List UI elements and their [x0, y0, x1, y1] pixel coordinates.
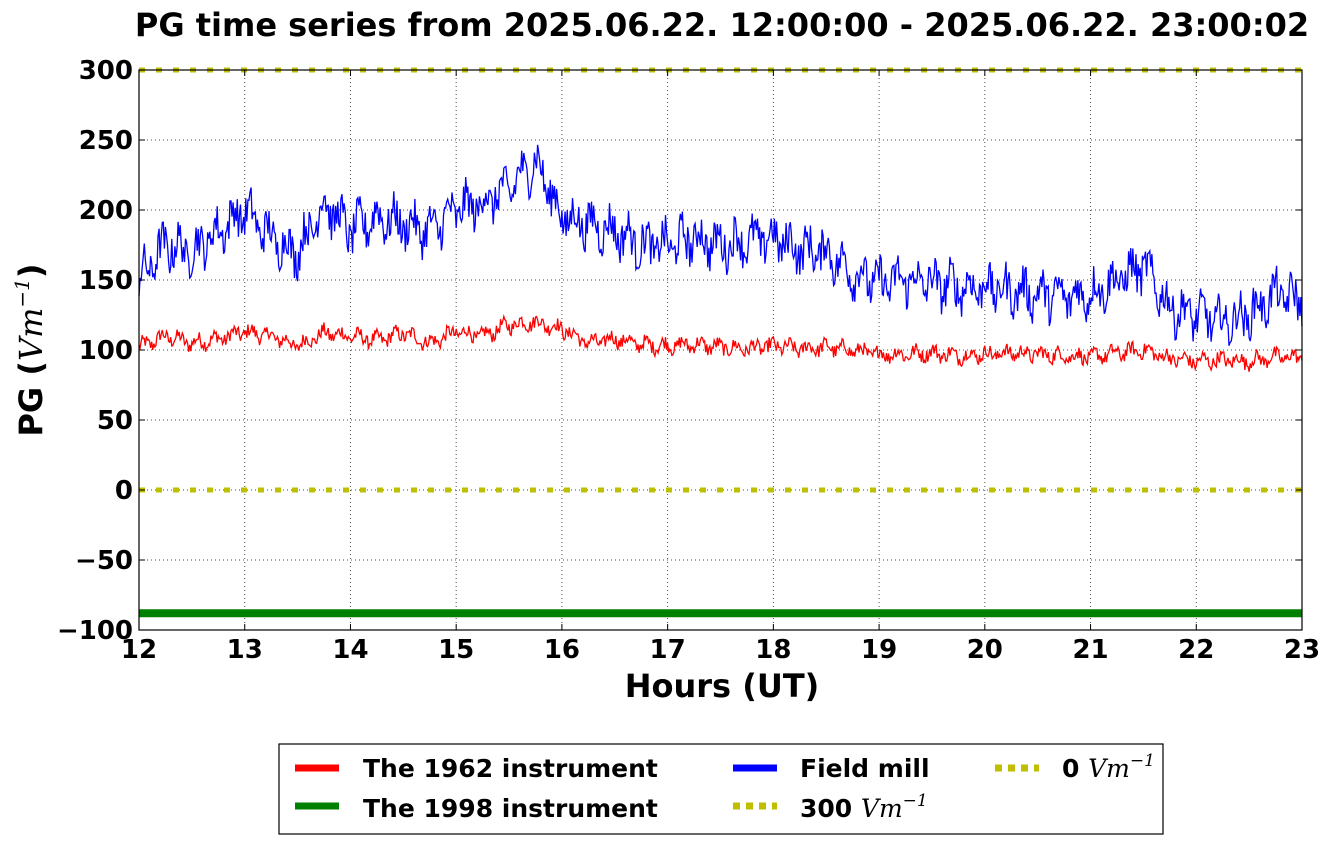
- x-axis-label: Hours (UT): [625, 667, 820, 705]
- x-tick-label: 22: [1178, 635, 1214, 665]
- y-tick-label: −50: [75, 546, 133, 576]
- x-tick-label: 21: [1072, 635, 1108, 665]
- y-axis-label-exp: −1: [10, 278, 34, 307]
- y-tick-label: 50: [97, 406, 133, 436]
- legend-label-field-mill: Field mill: [800, 754, 930, 783]
- x-tick-label: 14: [332, 635, 368, 665]
- legend-label-0: 0 Vm−1: [1062, 751, 1155, 783]
- y-tick-label: 200: [79, 196, 133, 226]
- x-tick-label: 18: [755, 635, 791, 665]
- x-tick-label: 19: [861, 635, 897, 665]
- series-line-field-mill: [138, 144, 1303, 346]
- x-tick-label: 20: [967, 635, 1003, 665]
- x-tick-label: 23: [1284, 635, 1320, 665]
- x-tick-label: 16: [544, 635, 580, 665]
- y-ticks: 300 250 200 150 100 50 0 −50 −100: [57, 56, 1302, 646]
- x-ticks: 12 13 14 15 16 17 18 19 20 21 22 23: [121, 70, 1320, 665]
- series-lines: [138, 144, 1303, 618]
- x-tick-label: 17: [650, 635, 686, 665]
- legend-label-1998: The 1998 instrument: [363, 794, 658, 823]
- chart-title: PG time series from 2025.06.22. 12:00:00…: [135, 6, 1309, 44]
- y-tick-label: 300: [79, 56, 133, 86]
- x-tick-label: 13: [227, 635, 263, 665]
- y-tick-label: 250: [79, 126, 133, 156]
- y-axis-label-main: PG (: [12, 361, 50, 436]
- y-axis-label-close: ): [12, 263, 50, 278]
- x-tick-label: 12: [121, 635, 157, 665]
- legend: The 1962 instrument The 1998 instrument …: [278, 743, 1164, 835]
- x-tick-label: 15: [438, 635, 474, 665]
- series-line-the-1962-instrument: [138, 314, 1303, 373]
- y-axis-label-unit: Vm: [12, 308, 50, 361]
- y-tick-label: 100: [79, 336, 133, 366]
- y-tick-label: 0: [115, 476, 133, 506]
- legend-label-1962: The 1962 instrument: [363, 754, 658, 783]
- legend-label-300: 300 Vm−1: [800, 791, 928, 823]
- legend-frame: [278, 743, 1164, 835]
- y-tick-label: 150: [79, 266, 133, 296]
- y-tick-label: −100: [57, 616, 133, 646]
- y-axis-label: PG (Vm−1): [10, 263, 50, 436]
